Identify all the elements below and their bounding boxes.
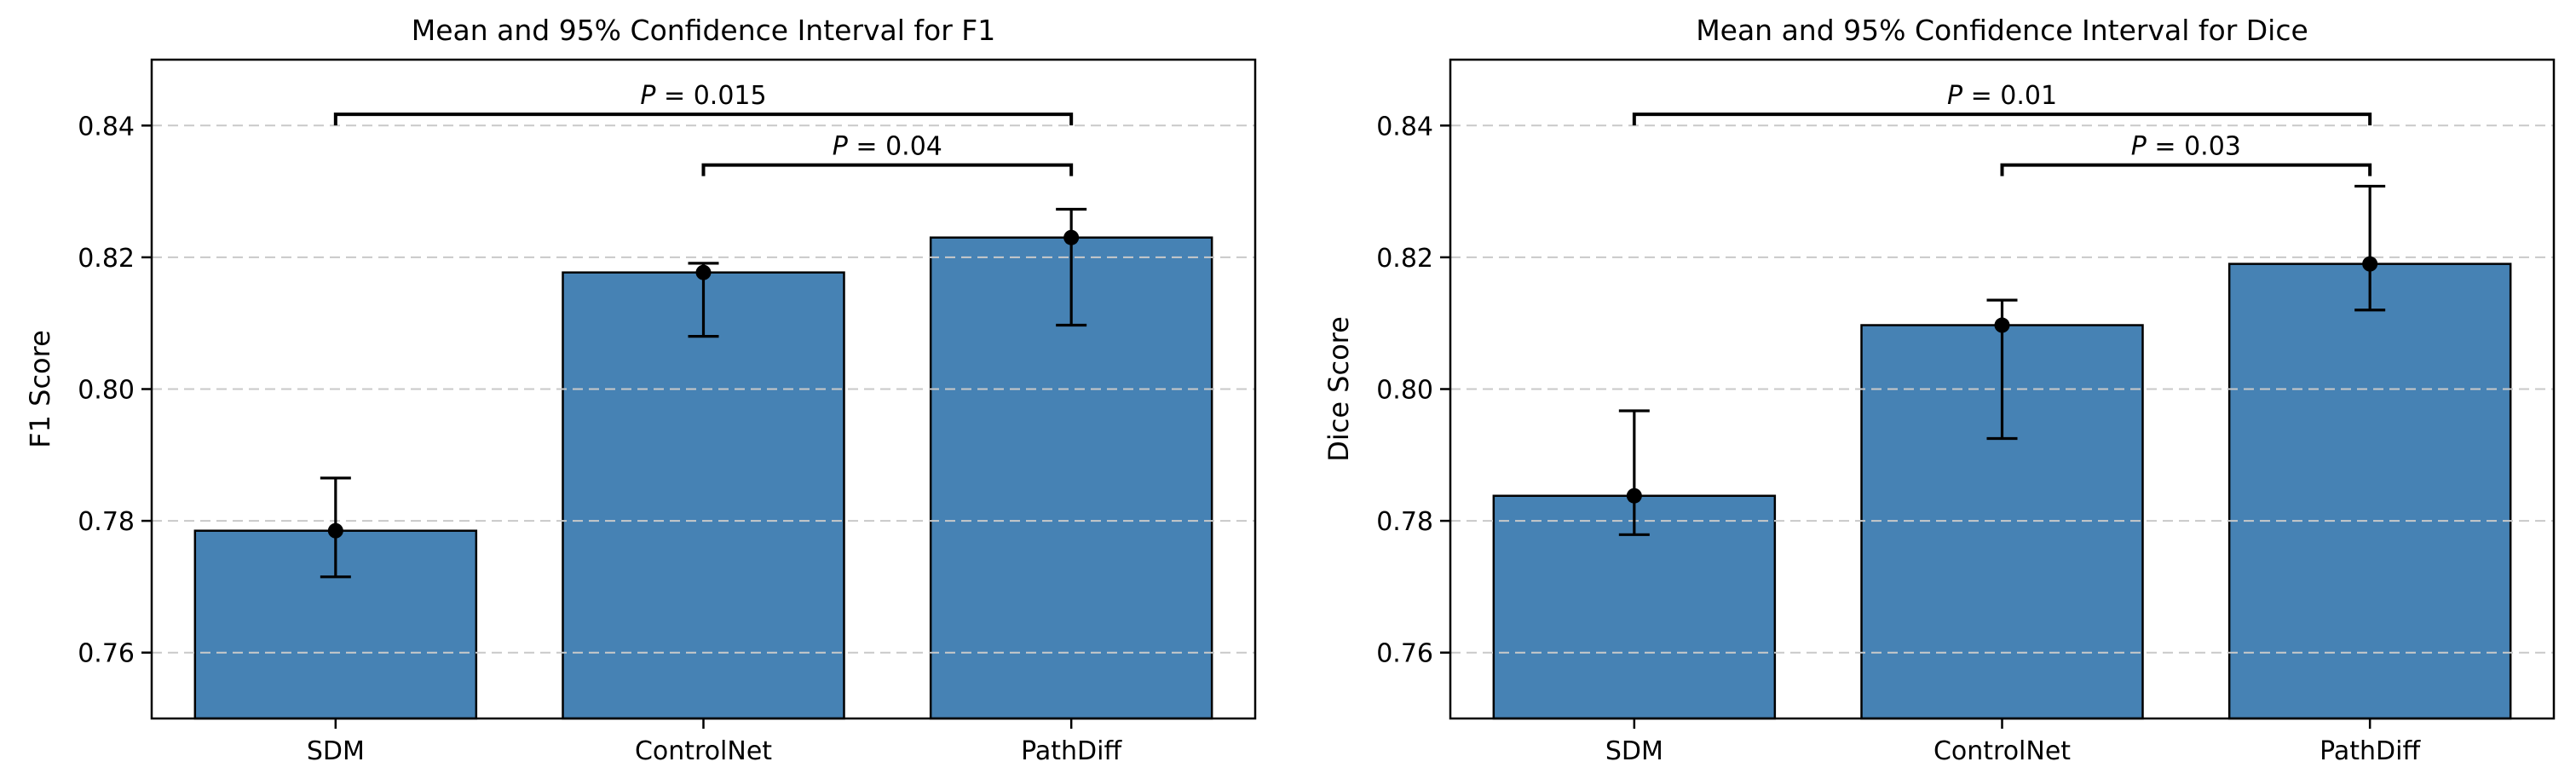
mean-marker-pathdiff — [1063, 229, 1080, 245]
x-tick-label-pathdiff: PathDiff — [1021, 736, 1122, 766]
x-tick-label-sdm: SDM — [307, 736, 365, 766]
y-axis-label-dice: Dice Score — [1323, 316, 1355, 462]
x-tick-label-controlnet: ControlNet — [635, 736, 772, 766]
error-bar-sdm — [320, 476, 351, 579]
chart-dice: 0.76 0.78 0.80 0.82 0.84 SDM ControlNet PathDif… — [1323, 14, 2556, 766]
y-tick-label: 0.82 — [78, 244, 135, 274]
mean-marker-controlnet — [695, 264, 712, 280]
mean-marker-controlnet — [1994, 317, 2010, 333]
error-bar-controlnet — [1986, 298, 2018, 441]
chart-title-dice: Mean and 95% Confidence Interval for Dic… — [1696, 14, 2308, 47]
y-tick-label: 0.84 — [1376, 112, 1433, 141]
p-value-label-0: P = 0.015 — [640, 81, 766, 111]
y-tick-label: 0.80 — [78, 376, 135, 406]
p-value-label-1: P = 0.03 — [2131, 132, 2241, 162]
x-tick-label-pathdiff: PathDiff — [2320, 736, 2421, 766]
chart-f1: 0.76 0.78 0.80 0.82 0.84 SDM ControlNet PathDif… — [24, 14, 1257, 766]
mean-marker-sdm — [327, 522, 343, 539]
mean-marker-pathdiff — [2362, 256, 2378, 272]
y-tick-label: 0.82 — [1376, 244, 1433, 274]
chart-title-f1: Mean and 95% Confidence Interval for F1 — [412, 14, 996, 47]
significance-bracket-1 — [701, 163, 1074, 176]
p-value-label-1: P = 0.04 — [833, 132, 942, 162]
y-tick-label: 0.84 — [78, 112, 135, 141]
bar-pathdiff — [2227, 263, 2512, 720]
significance-bracket-0 — [333, 113, 1074, 126]
mean-marker-sdm — [1626, 488, 1642, 504]
y-axis-label-f1: F1 Score — [24, 330, 56, 448]
y-tick-label: 0.76 — [1376, 639, 1433, 669]
x-tick-label-sdm: SDM — [1605, 736, 1663, 766]
error-bar-sdm — [1618, 409, 1650, 536]
y-tick-label: 0.80 — [1376, 376, 1433, 406]
significance-bracket-1 — [2000, 163, 2372, 176]
significance-bracket-0 — [1632, 113, 2372, 126]
p-value-label-0: P = 0.01 — [1947, 81, 2057, 111]
error-bar-controlnet — [688, 262, 719, 338]
y-tick-label: 0.78 — [1376, 507, 1433, 537]
x-tick-label-controlnet: ControlNet — [1933, 736, 2071, 766]
y-tick-label: 0.76 — [78, 639, 135, 669]
y-tick-label: 0.78 — [78, 507, 135, 537]
error-bar-pathdiff — [2354, 184, 2386, 312]
error-bar-pathdiff — [1056, 207, 1087, 327]
bar-controlnet — [562, 271, 845, 720]
